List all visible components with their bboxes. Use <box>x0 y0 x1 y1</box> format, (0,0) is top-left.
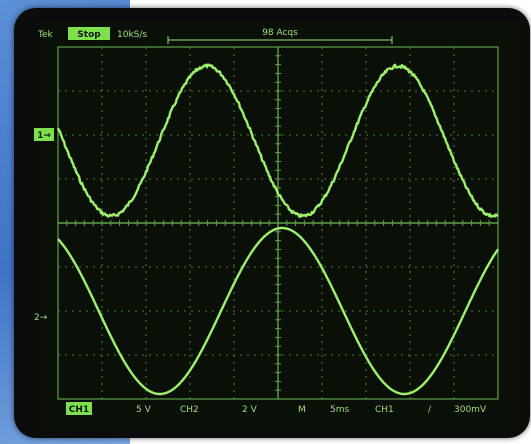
trigger-level: 300mV <box>454 405 487 415</box>
ch1-ground-marker <box>34 128 54 141</box>
trigger-source: CH1 <box>375 405 394 415</box>
ch1-scale: 5 V <box>136 405 152 415</box>
acquisition-bracket <box>167 36 393 44</box>
timebase-scale: 5ms <box>330 405 349 415</box>
ch1-ground-marker-label: 1→ <box>37 131 51 141</box>
ch1-footer-label: CH1 <box>69 405 89 415</box>
trigger-slope: / <box>428 405 432 415</box>
mode-badge <box>68 27 110 40</box>
ch1-footer-badge <box>66 402 92 415</box>
sample-rate: 10kS/s <box>117 30 147 40</box>
ch2-waveform <box>57 226 499 396</box>
timebase-label: M <box>298 405 306 415</box>
ch1-waveform <box>56 63 499 219</box>
brand-label: Tek <box>37 30 54 40</box>
ch2-ground-marker: 2→ <box>34 313 48 323</box>
ch2-scale: 2 V <box>242 405 258 415</box>
acquisition-count: 98 Acqs <box>262 28 298 38</box>
mode-badge-label: Stop <box>77 30 101 40</box>
ch2-footer-label: CH2 <box>180 405 199 415</box>
graticule-center-ticks <box>57 46 490 391</box>
